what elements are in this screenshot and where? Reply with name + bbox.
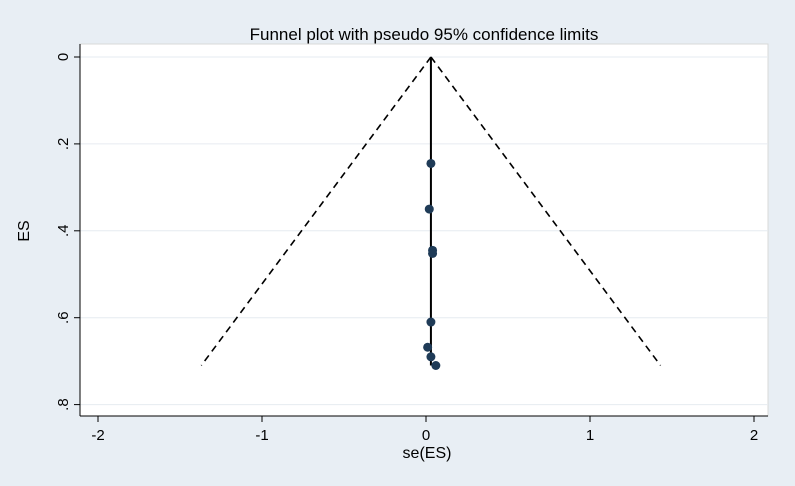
x-tick-label-0: -2 — [91, 427, 104, 444]
chart-title: Funnel plot with pseudo 95% confidence l… — [250, 25, 599, 44]
axes — [79, 44, 768, 417]
data-point-5 — [423, 342, 433, 352]
data-point-6 — [426, 352, 436, 362]
confidence-limits — [200, 56, 662, 366]
lower-confidence-limit — [200, 56, 432, 366]
x-axis-ticks: -2 -1 0 1 2 — [91, 416, 758, 444]
x-tick-label-1: -1 — [255, 427, 268, 444]
x-tick-label-4: 2 — [750, 427, 758, 444]
y-tick-label-0: 0 — [55, 53, 72, 61]
y-tick-label-4: .8 — [55, 398, 72, 411]
data-point-7 — [431, 360, 441, 370]
y-tick-label-2: .4 — [55, 225, 72, 238]
gridlines — [80, 56, 768, 406]
data-point-0 — [426, 158, 436, 168]
x-tick-label-3: 1 — [586, 427, 594, 444]
y-tick-label-1: .2 — [55, 138, 72, 151]
y-axis-label: ES — [16, 220, 33, 241]
x-axis-label: se(ES) — [403, 445, 452, 462]
data-point-4 — [426, 317, 436, 327]
data-point-3 — [428, 248, 438, 258]
x-tick-label-2: 0 — [422, 427, 430, 444]
y-tick-label-3: .6 — [55, 311, 72, 324]
y-axis-ticks: 0 .2 .4 .6 .8 — [55, 53, 80, 411]
data-point-1 — [424, 204, 434, 214]
plot-area — [79, 43, 769, 417]
upper-confidence-limit — [430, 56, 662, 366]
data-points — [423, 158, 441, 370]
